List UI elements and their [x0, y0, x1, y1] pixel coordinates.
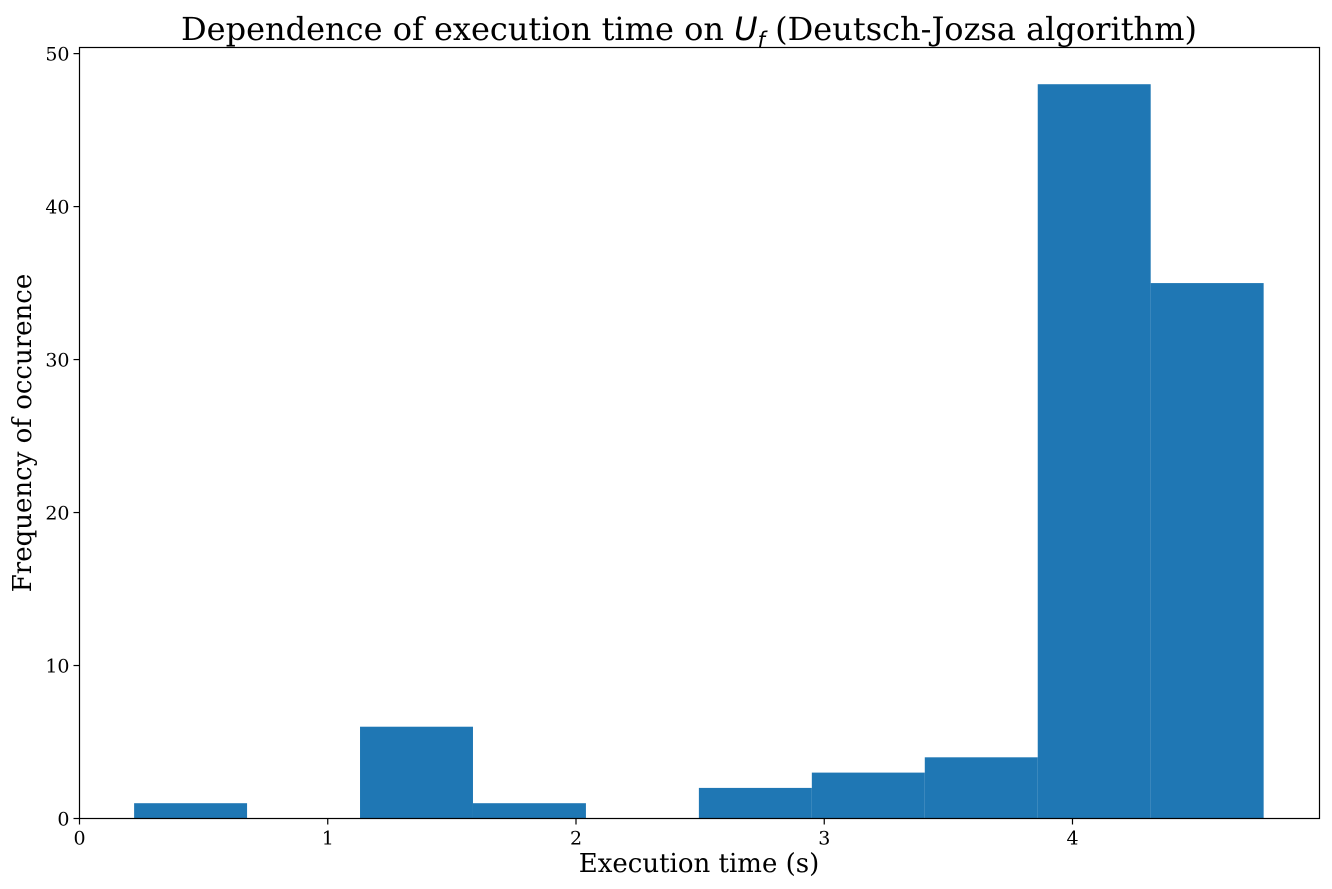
y-tick-label: 40 — [45, 197, 69, 219]
histogram-bar-8 — [1037, 84, 1151, 819]
histogram-bar-2 — [360, 726, 473, 819]
histogram-bar-3 — [472, 803, 586, 819]
x-axis-label: Execution time (s) — [579, 849, 819, 879]
y-tick-label: 50 — [45, 44, 69, 66]
histogram-bars — [134, 84, 1264, 819]
x-tick-label: 0 — [73, 828, 85, 850]
chart-title-prefix: Dependence of execution time on — [181, 10, 734, 48]
y-axis-label: Frequency of occurence — [8, 274, 38, 592]
x-tick-label: 2 — [570, 828, 582, 850]
y-tick-label: 20 — [45, 503, 69, 525]
plot-frame — [78, 46, 1321, 820]
histogram-bar-9 — [1150, 283, 1264, 819]
chart-title-math: U — [734, 10, 757, 48]
y-tick-label: 0 — [57, 809, 69, 831]
x-axis-ticks: 0 1 2 3 4 — [73, 818, 1079, 850]
y-tick-label: 30 — [45, 350, 69, 372]
x-tick-label: 4 — [1066, 828, 1078, 850]
x-tick-label: 3 — [818, 828, 830, 850]
chart-title-math-subscript: f — [758, 28, 769, 52]
histogram-bar-5 — [698, 787, 812, 819]
histogram-bar-0 — [134, 803, 248, 819]
plot-area — [78, 46, 1321, 820]
chart-title: Dependence of execution time on Uf (Deut… — [181, 10, 1197, 52]
y-tick-label: 10 — [45, 656, 69, 678]
x-tick-label: 1 — [322, 828, 334, 850]
histogram-bar-6 — [811, 772, 925, 819]
histogram-bar-7 — [924, 757, 1038, 819]
y-axis-ticks: 0 10 20 30 40 50 — [45, 44, 80, 831]
chart-title-suffix: (Deutsch-Jozsa algorithm) — [765, 10, 1197, 48]
